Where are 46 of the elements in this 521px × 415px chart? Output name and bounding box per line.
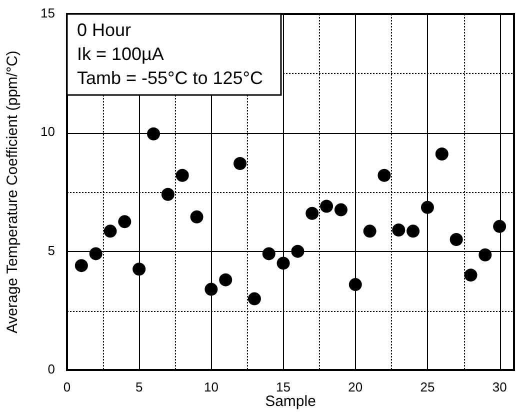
point [161,188,174,201]
annotation: Ik = 100µA [77,44,164,64]
point [435,148,448,161]
point [248,292,261,306]
annotation: 0 Hour [77,20,132,40]
point [118,215,132,228]
point [147,127,160,140]
point [234,157,247,170]
point [291,244,304,258]
x-tick-label: 25 [420,379,435,394]
point [420,200,434,214]
point [348,278,362,292]
x-axis-title: Sample [265,393,316,410]
point [104,224,117,238]
point [493,220,506,233]
point [204,282,218,296]
point [464,268,478,282]
point [176,168,189,182]
point [406,224,420,238]
x-tick-label: 15 [276,379,291,394]
point [190,210,204,224]
point [306,206,319,220]
point [392,223,406,236]
y-tick-label: 15 [40,6,55,21]
y-axis-title: Average Temperature Coefficient (ppm/°C) [4,50,22,334]
x-tick-label: 5 [135,379,143,394]
point [262,247,276,260]
y-tick-label: 5 [48,242,55,258]
x-tick-label: 10 [204,379,218,394]
point [89,247,102,260]
point [478,248,492,262]
point [363,224,376,238]
point [276,256,290,270]
point [450,232,463,246]
x-tick-label: 0 [63,379,71,394]
x-tick-label: 20 [348,379,363,394]
y-tick-label: 0 [48,362,55,377]
x-tick-label: 30 [492,379,507,394]
point [74,259,88,272]
y-tick-label: 10 [40,124,55,140]
point [219,273,232,286]
point [320,200,334,213]
point [132,262,146,276]
annotation: Tamb = -55°C to 125°C [77,68,263,88]
point [334,203,348,216]
point [378,168,391,182]
